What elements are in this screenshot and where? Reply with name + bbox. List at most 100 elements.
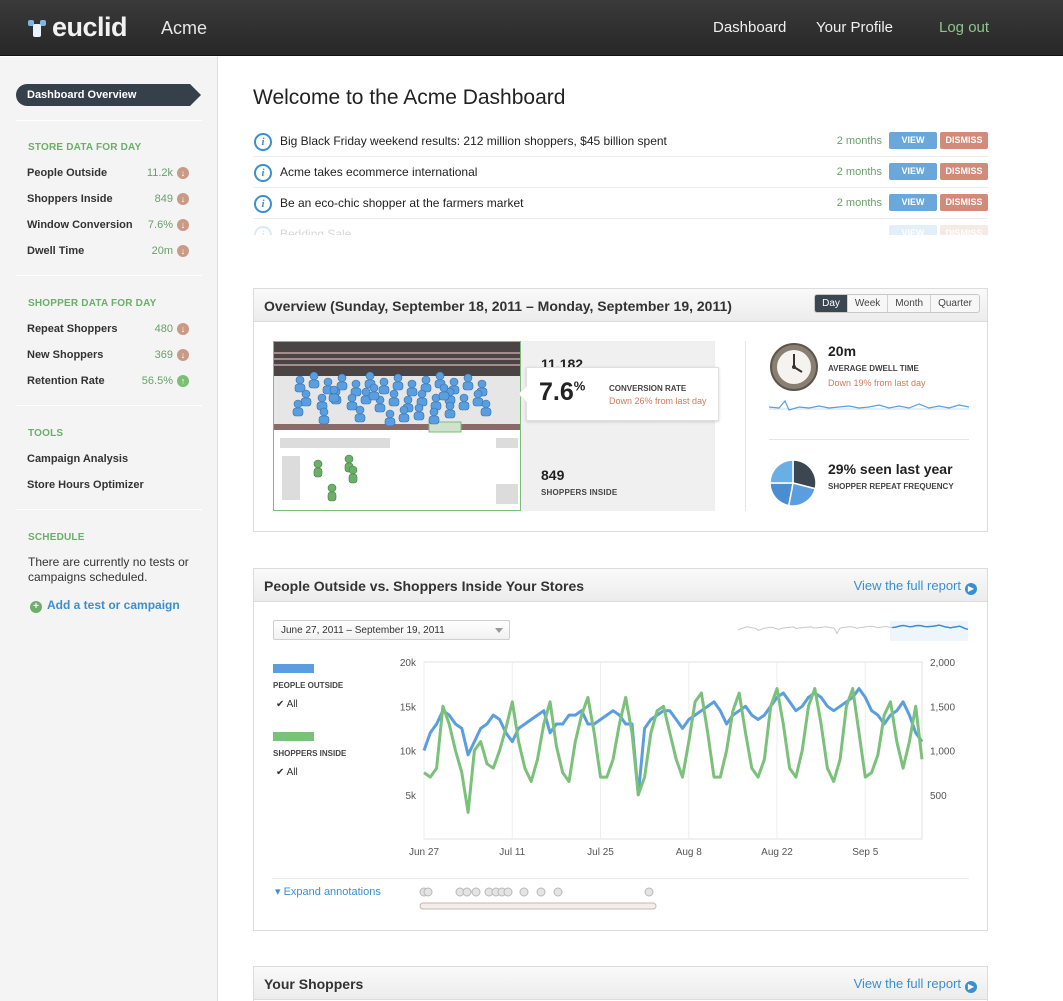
legend-swatch-outside (273, 664, 314, 673)
series-line-people-outside (422, 687, 924, 797)
person-icon (407, 379, 417, 389)
org-name: Acme (161, 18, 208, 38)
chevron-down-icon (495, 628, 503, 633)
sidebar-item-repeat-shoppers[interactable]: Repeat Shoppers 480 ↓ (27, 321, 189, 337)
nav-dashboard[interactable]: Dashboard (713, 19, 787, 36)
sidebar-item-retention-rate[interactable]: Retention Rate 56.5% ↑ (27, 373, 189, 389)
expand-annotations-link[interactable]: ▾ Expand annotations (275, 886, 381, 898)
news-text[interactable]: Bedding Sale (280, 227, 352, 235)
nav-profile[interactable]: Your Profile (816, 19, 893, 36)
news-text[interactable]: Acme takes ecommerce international (280, 165, 478, 179)
person-icon (329, 385, 339, 395)
info-icon: i (254, 164, 272, 182)
sidebar-item-dashboard-overview[interactable]: Dashboard Overview (16, 84, 201, 106)
legend-filter-inside[interactable]: ✔ All (276, 767, 298, 778)
sidebar-item-people-outside[interactable]: People Outside 11.2k ↓ (27, 165, 189, 181)
person-body (368, 391, 380, 401)
period-month[interactable]: Month (887, 295, 930, 312)
range-sparkline-selected (892, 624, 969, 631)
dwell-time-value: 20m (828, 343, 857, 359)
view-button[interactable]: VIEW (889, 225, 937, 235)
person-icon (351, 379, 361, 389)
tools-heading: TOOLS (28, 428, 64, 439)
person-body (378, 385, 390, 395)
report-panel: People Outside vs. Shoppers Inside Your … (253, 568, 988, 931)
person-body (336, 381, 348, 391)
news-text[interactable]: Big Black Friday weekend results: 212 mi… (280, 134, 667, 148)
news-text[interactable]: Be an eco-chic shopper at the farmers ma… (280, 196, 524, 210)
sidebar-item-dwell-time[interactable]: Dwell Time 20m ↓ (27, 243, 189, 259)
date-range-select[interactable]: June 27, 2011 – September 19, 2011 (273, 620, 510, 640)
conversion-value: 7.6% (539, 378, 586, 406)
repeat-frequency-value: 29% seen last year (828, 461, 953, 477)
dismiss-button[interactable]: DISMISS (940, 163, 988, 180)
person-icon (389, 389, 399, 399)
report-title: People Outside vs. Shoppers Inside Your … (264, 578, 585, 594)
person-body (294, 383, 306, 393)
divider (16, 275, 202, 276)
repeat-frequency-label: SHOPPER REPEAT FREQUENCY (828, 482, 954, 491)
info-icon: i (254, 133, 272, 151)
view-shoppers-report-link[interactable]: View the full report ▶ (854, 976, 977, 993)
report-header: People Outside vs. Shoppers Inside Your … (254, 569, 987, 602)
news-item: i Be an eco-chic shopper at the farmers m… (253, 188, 988, 219)
divider (745, 341, 746, 511)
person-body (300, 397, 312, 407)
range-selection[interactable] (890, 621, 968, 641)
schedule-text: There are currently no tests or campaign… (28, 555, 189, 584)
dismiss-button[interactable]: DISMISS (940, 194, 988, 211)
logo[interactable]: euclid (28, 12, 128, 43)
conversion-change: Down 26% from last day (609, 396, 707, 406)
period-day[interactable]: Day (815, 295, 847, 312)
arrow-right-icon: ▶ (965, 981, 977, 993)
info-icon: i (254, 226, 272, 235)
person-icon (417, 389, 427, 399)
dismiss-button[interactable]: DISMISS (940, 225, 988, 235)
dwell-time-change: Down 19% from last day (828, 378, 926, 388)
person-body (328, 393, 340, 403)
person-icon (295, 375, 305, 385)
view-button[interactable]: VIEW (889, 163, 937, 180)
series-line-shoppers-inside (423, 687, 924, 814)
person-body (308, 379, 320, 389)
plus-icon: + (30, 601, 42, 613)
divider (769, 439, 969, 440)
person-icon (323, 377, 333, 387)
person-body (354, 413, 366, 423)
euclid-logo-icon (28, 17, 46, 39)
person-body (472, 397, 484, 407)
sidebar-item-new-shoppers[interactable]: New Shoppers 369 ↓ (27, 347, 189, 363)
person-icon (429, 407, 439, 417)
nav-logout[interactable]: Log out (939, 19, 990, 36)
person-icon (379, 377, 389, 387)
sidebar-item-shoppers-inside[interactable]: Shoppers Inside 849 ↓ (27, 191, 189, 207)
store-floorplan-image (273, 341, 521, 511)
x-tick-label: Jul 11 (499, 847, 525, 858)
dismiss-button[interactable]: DISMISS (940, 132, 988, 149)
shoppers-header: Your Shoppers View the full report ▶ (254, 967, 987, 1000)
legend-swatch-inside (273, 732, 314, 741)
person-body (292, 407, 304, 417)
period-week[interactable]: Week (846, 295, 887, 312)
overview-header: Overview (Sunday, September 18, 2011 – M… (254, 289, 987, 322)
view-button[interactable]: VIEW (889, 132, 937, 149)
view-full-report-link[interactable]: View the full report ▶ (854, 578, 977, 595)
period-quarter[interactable]: Quarter (930, 295, 979, 312)
sidebar-item-window-conversion[interactable]: Window Conversion 7.6% ↓ (27, 217, 189, 233)
legend-label-inside: SHOPPERS INSIDE (273, 749, 347, 758)
annotation-timeline[interactable] (418, 885, 658, 913)
view-button[interactable]: VIEW (889, 194, 937, 211)
shoppers-inside-value: 849 (541, 467, 565, 483)
sidebar-item-store-hours-optimizer[interactable]: Store Hours Optimizer (27, 479, 144, 491)
people-vs-shoppers-chart: Jun 27 Jul 11 Jul 25 Aug 8 Aug 22 Sep 5 20k 15k… (400, 658, 956, 858)
range-navigator[interactable] (738, 621, 970, 641)
person-icon (449, 377, 459, 387)
x-tick-label: Sep 5 (852, 847, 879, 858)
legend-filter-outside[interactable]: ✔ All (276, 699, 298, 710)
store-illustration (274, 342, 520, 504)
sidebar-item-campaign-analysis[interactable]: Campaign Analysis (27, 453, 129, 465)
add-campaign-link[interactable]: + Add a test or campaign (30, 598, 180, 613)
person-body (346, 401, 358, 411)
person-icon (473, 389, 483, 399)
period-selector: Day Week Month Quarter (814, 294, 980, 313)
